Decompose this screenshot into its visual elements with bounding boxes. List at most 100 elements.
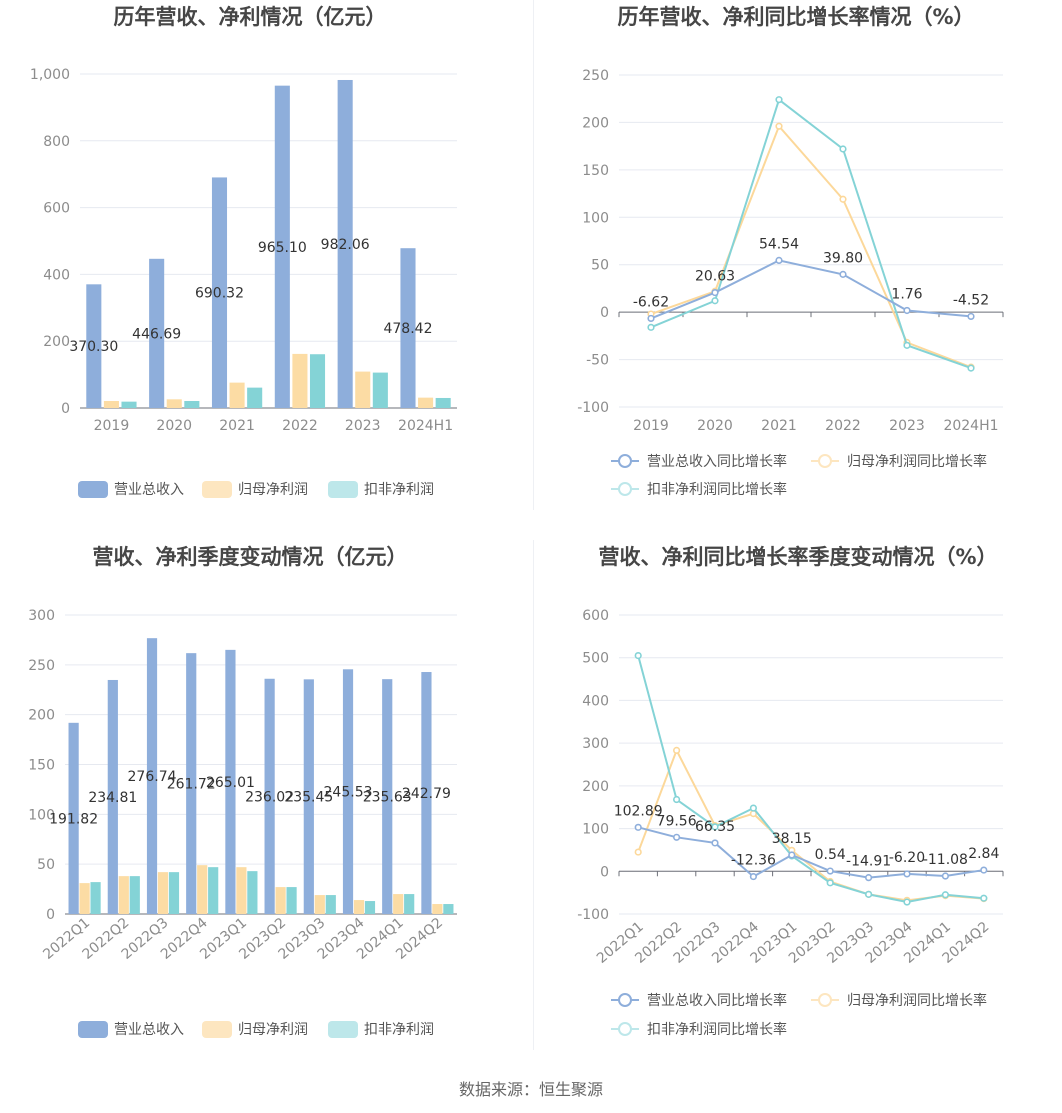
legend-net-profit: 归母净利润 [202,481,308,498]
bar-net-profit [118,876,129,914]
legend-swatch [328,481,358,498]
data-point [865,874,873,882]
data-point [634,651,642,660]
y-tick-label: 600 [43,201,70,217]
legend-swatch-marker [818,454,832,468]
data-label: 38.15 [772,831,812,847]
data-point [775,122,783,130]
data-label: 54.54 [759,236,799,252]
data-label: 242.79 [402,786,451,802]
bar-revenue [225,649,236,914]
x-tick-label: 2019 [633,418,669,434]
legend-revenue: 营业总收入同比增长率 [611,453,787,470]
legend-label: 营业总收入同比增长率 [647,992,787,1009]
bar-revenue [274,85,290,408]
data-label: -6.20 [889,850,925,866]
y-tick-label: 50 [37,857,55,873]
y-tick-label: 0 [46,907,55,923]
y-tick-label: 0 [600,864,609,880]
data-point [826,879,834,887]
data-point [788,851,796,859]
x-tick-label: 2022 [282,418,318,434]
bar-deducted-profit [404,894,415,914]
legend-label: 扣非净利润 [364,482,434,498]
data-label: 690.32 [195,286,244,302]
bar-revenue [149,258,165,408]
legend-swatch [78,1021,108,1038]
data-point [839,195,847,203]
bar-net-profit [353,900,365,914]
y-tick-label: 400 [43,267,70,283]
y-tick-label: 200 [28,708,55,724]
legend-swatch [202,1021,232,1038]
x-tick-label: 2024H1 [398,418,453,434]
y-tick-label: 200 [43,334,70,350]
y-tick-label: 800 [43,134,70,150]
bar-revenue [86,284,102,408]
data-point [711,839,719,847]
bar-net-profit [355,371,371,408]
legend-label: 营业总收入 [114,1022,184,1038]
x-tick-label: 2023 [345,418,381,434]
data-point [711,823,719,831]
legend-swatch [328,1021,358,1038]
data-point [967,364,975,372]
data-label: 370.30 [69,339,118,355]
data-label: -4.52 [953,292,989,308]
data-label: 276.74 [128,769,177,785]
data-point [967,312,975,321]
bar-revenue [303,679,314,914]
data-point [980,866,988,874]
bar-net-profit [197,865,208,914]
bar-net-profit [418,397,434,408]
chart-title: 营收、净利同比增长率季度变动情况（%） [598,545,997,569]
bar-revenue [400,248,416,408]
bar-deducted-profit [435,397,451,408]
data-label: 234.81 [88,790,137,806]
y-tick-label: 100 [582,210,609,226]
bar-deducted-profit [364,901,376,914]
bar-revenue [264,678,275,914]
data-label: 235.63 [363,790,412,806]
chart-canvas: 历年营收、净利同比增长率情况（%） -100 -50 0 50 100 150 200 250 2… [577,5,1004,498]
data-point [634,848,642,856]
data-label: 261.72 [167,777,216,793]
bar-revenue [211,177,228,408]
annual-growth-rate-chart: 历年营收、净利同比增长率情况（%） -100 -50 0 50 100 150 200 250 2… [531,0,1062,510]
bar-deducted-profit [443,904,454,914]
bar-deducted-profit [121,401,137,408]
bar-revenue [146,638,158,914]
panel-divider [533,0,534,510]
legend-swatch [202,481,232,498]
data-source-note: 数据来源：恒生聚源 [458,1080,603,1099]
y-tick-label: 200 [582,779,609,795]
legend-swatch-marker [818,993,832,1007]
bar-net-profit [314,895,325,914]
bar-deducted-profit [129,876,140,914]
chart-canvas: 历年营收、净利情况（亿元） 0 200 400 600 800 1,000 2019 2020 2… [30,5,457,498]
series-line-deducted-profit [650,97,972,370]
bar-net-profit [79,883,90,914]
data-label: 1.76 [891,286,922,302]
data-point [711,288,719,297]
legend-label: 归母净利润同比增长率 [847,453,987,470]
bar-revenue [107,679,118,914]
data-point [749,804,757,812]
chart-title: 历年营收、净利情况（亿元） [114,5,387,29]
data-label: 102.89 [614,803,663,819]
data-point [839,270,847,278]
x-tick-label: 2024H1 [943,418,998,434]
y-tick-label: 600 [582,608,609,624]
data-point [941,872,950,880]
bar-revenue [186,653,197,914]
legend-deducted-profit: 扣非净利润 [328,1021,434,1038]
x-tick-label: 2023 [889,418,925,434]
x-tick-label: 2021 [219,418,255,434]
data-label: 20.63 [695,269,735,285]
legend-swatch [78,481,108,498]
legend-label: 归母净利润同比增长率 [847,992,987,1009]
y-tick-label: 400 [582,693,609,709]
legend-deducted-profit: 扣非净利润 [328,481,434,498]
y-tick-label: 100 [582,822,609,838]
data-label: -11.08 [923,852,968,868]
